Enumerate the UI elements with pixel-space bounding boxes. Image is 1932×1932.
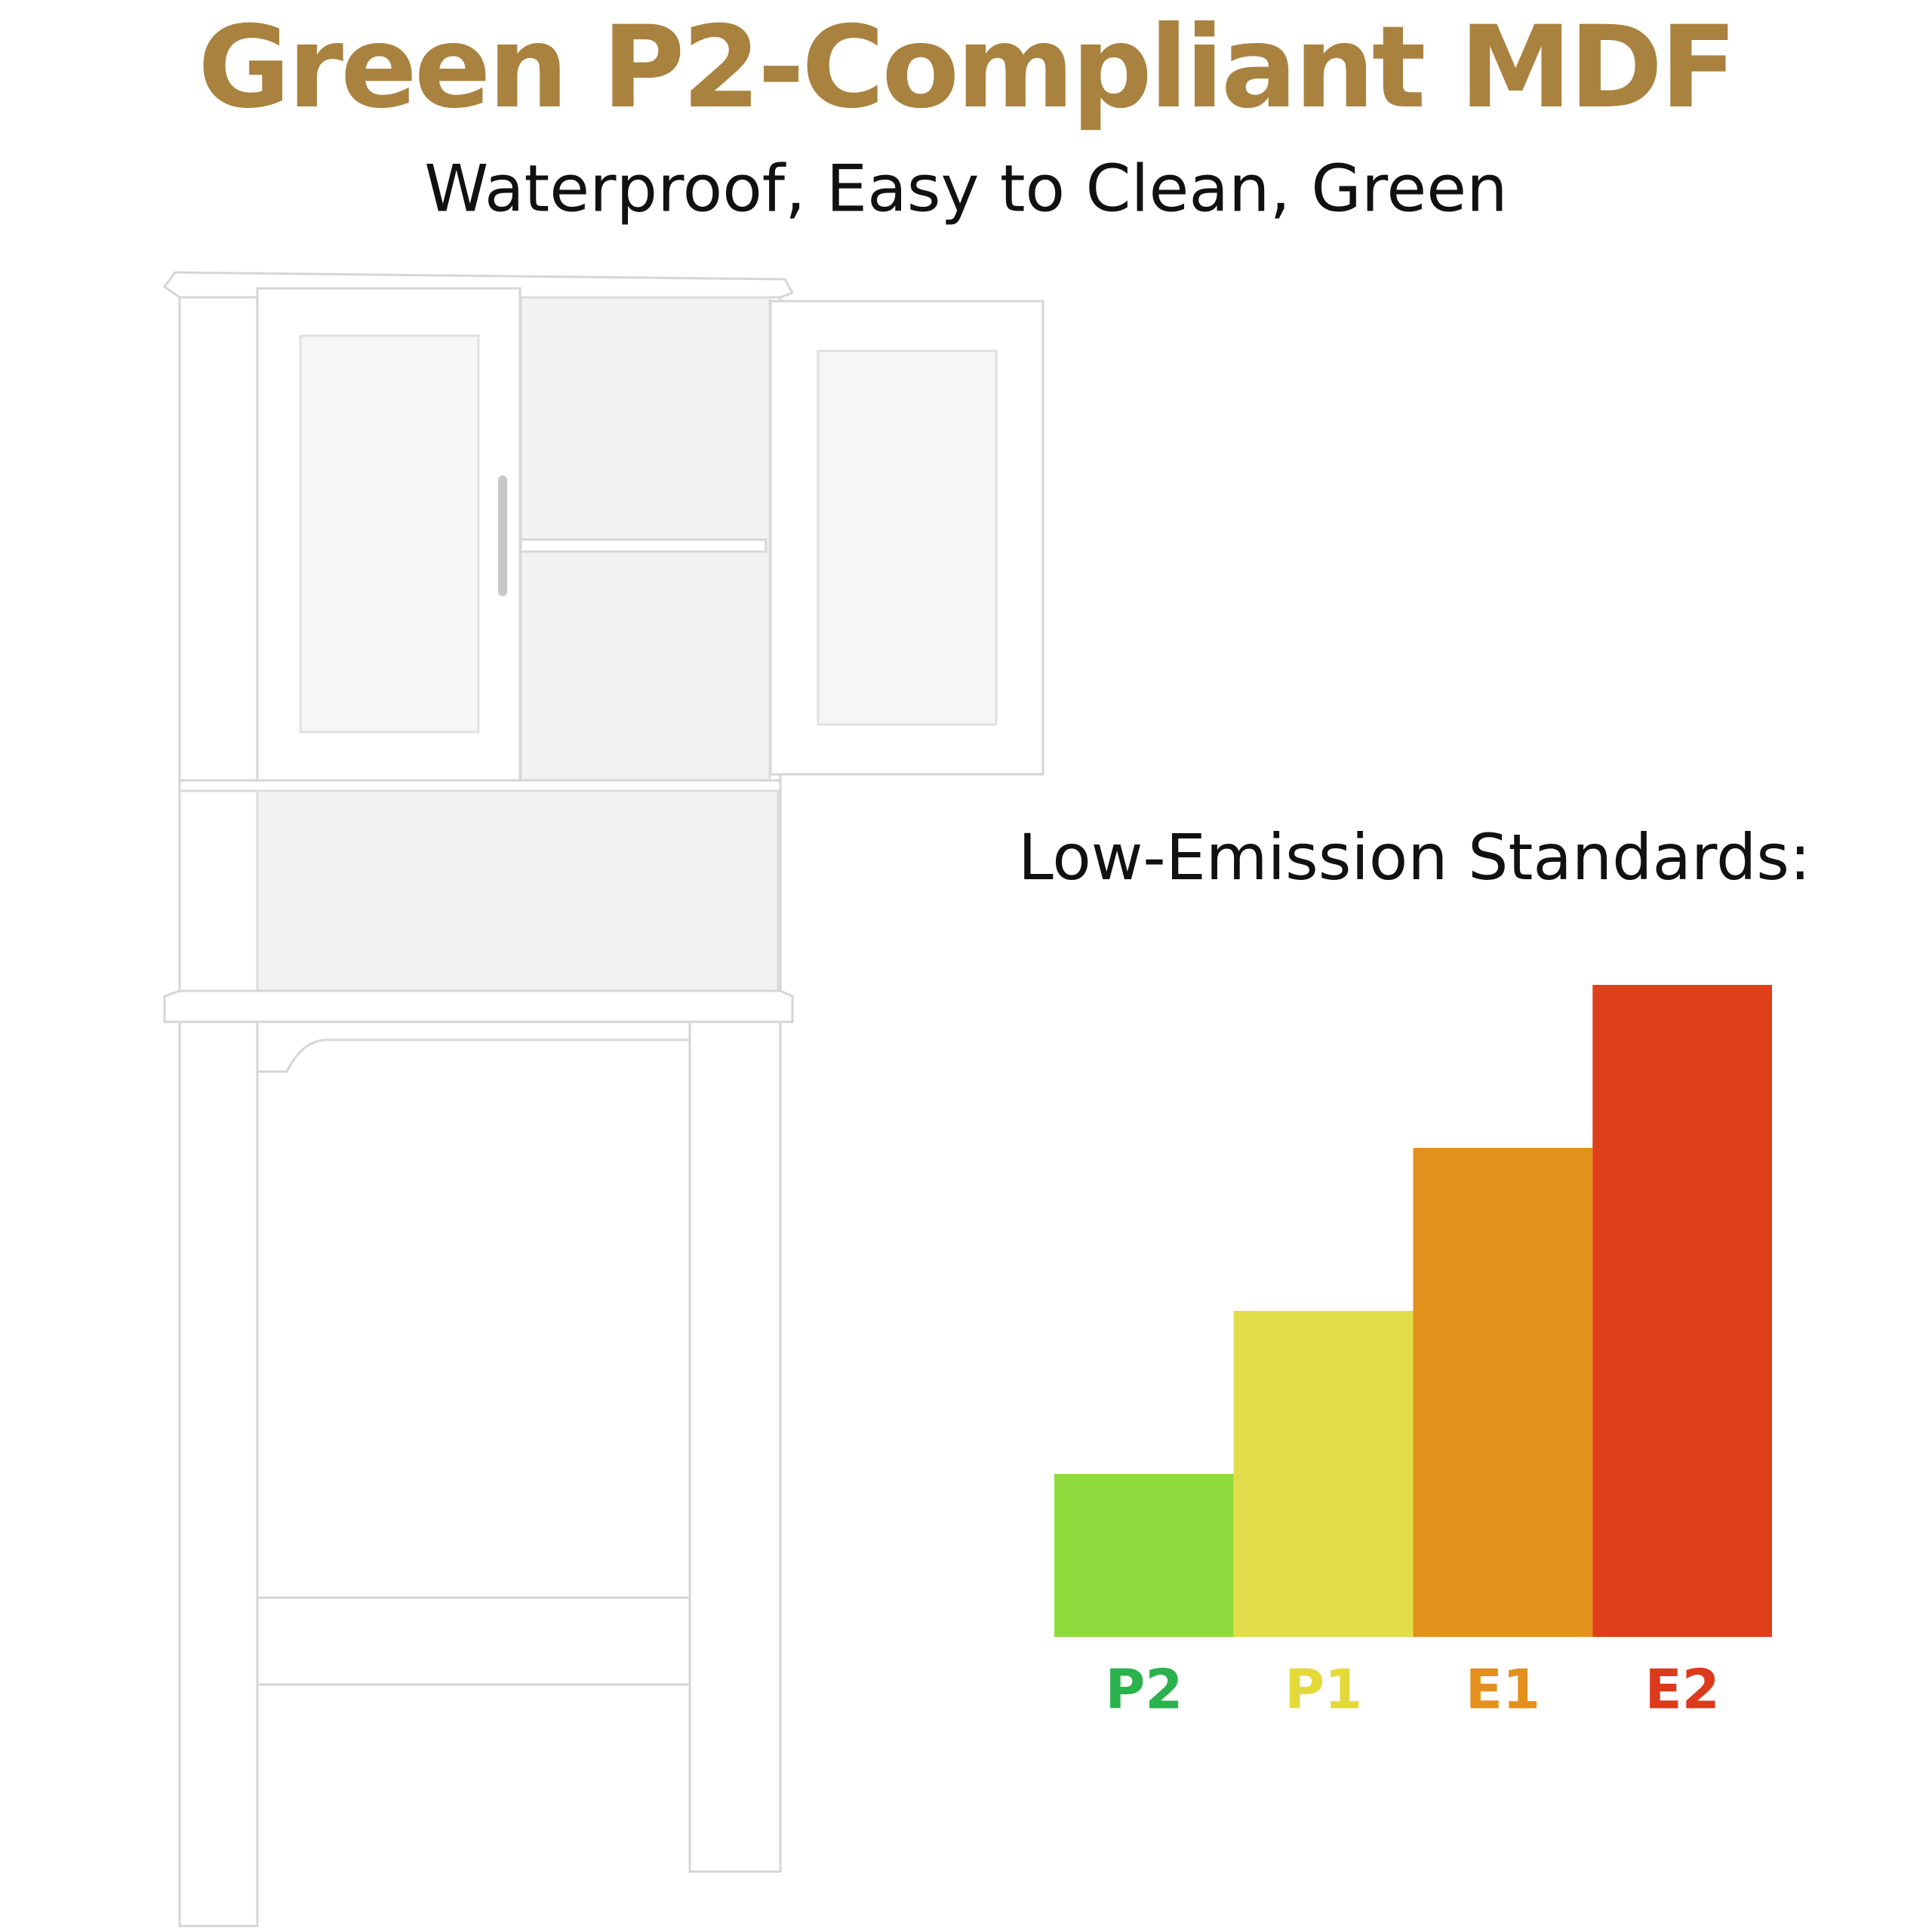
open-shelf <box>256 789 780 992</box>
right-leg <box>688 1020 782 1873</box>
base-molding <box>163 989 794 1023</box>
category-label: E2 <box>1644 1658 1719 1721</box>
crossbar <box>256 1596 691 1686</box>
middle-shelf <box>178 779 782 792</box>
inner-shelf <box>519 538 768 553</box>
page-subtitle: Waterproof, Easy to Clean, Green <box>424 151 1507 226</box>
category-label: E1 <box>1466 1658 1540 1721</box>
door-glass <box>817 349 998 726</box>
chart: P2 P1 E1 E2 <box>1054 985 1772 1721</box>
bar <box>1233 1311 1414 1637</box>
cabinet-illustration <box>162 271 1044 1927</box>
door-handle <box>498 475 507 596</box>
left-leg <box>178 1020 259 1927</box>
bar <box>1592 985 1772 1637</box>
page-title: Green P2-Compliant MDF <box>198 2 1734 134</box>
bar <box>1413 1148 1593 1637</box>
door-glass <box>299 334 480 734</box>
category-label: P1 <box>1284 1658 1362 1721</box>
chart-title: Low-Emission Standards: <box>1018 820 1810 894</box>
category-label: P2 <box>1105 1658 1183 1721</box>
bar <box>1054 1474 1234 1637</box>
